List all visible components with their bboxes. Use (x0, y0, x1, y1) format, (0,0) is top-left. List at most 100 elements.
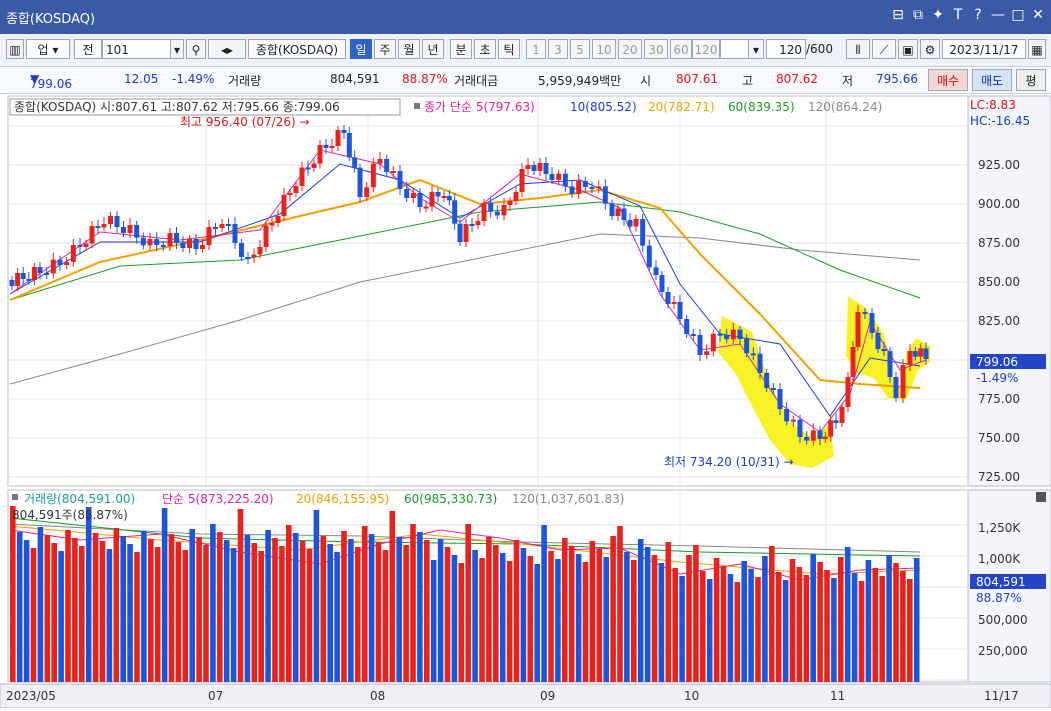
code-input[interactable]: 101 (102, 39, 184, 59)
volume-bar (769, 546, 775, 682)
candle-body (452, 200, 458, 224)
interval-3[interactable]: 3 (548, 39, 568, 59)
candle-body (232, 224, 238, 243)
volume-sub-label: 804,591주(88.87%) (12, 508, 128, 522)
period-day[interactable]: 일 (350, 39, 372, 59)
candle-body (710, 333, 716, 352)
save-icon[interactable]: ▣ (898, 39, 918, 59)
volume-bar (865, 560, 872, 682)
settings-icon[interactable]: ✦ (932, 7, 944, 23)
candle-body (180, 243, 186, 248)
price-tick: 750.00 (978, 431, 1020, 445)
candle-body (671, 302, 677, 304)
volume-bar (472, 550, 478, 682)
volume-bar (520, 548, 527, 682)
candle-body (245, 257, 251, 259)
candle-body (346, 133, 352, 158)
candle-body (160, 245, 166, 247)
candle-body (167, 233, 173, 246)
code-dropdown-icon[interactable]: ▾ (170, 39, 184, 59)
interval-20[interactable]: 20 (618, 39, 642, 59)
candle-body (26, 279, 32, 281)
close-icon[interactable]: ✕ (1032, 7, 1044, 23)
volume-bar (562, 538, 568, 682)
candle-body (900, 365, 906, 398)
volume-bar (382, 550, 389, 682)
volume-legend-title: 거래량(804,591.00) (24, 492, 135, 506)
maximize-icon[interactable]: □ (1011, 7, 1025, 23)
interval-120[interactable]: 120 (692, 39, 720, 59)
layout-icon[interactable]: ▥ (6, 39, 24, 59)
count-input[interactable]: 120 (766, 39, 806, 59)
volume-bar (217, 532, 223, 682)
type-select[interactable]: 전 (74, 39, 102, 59)
market-select[interactable]: 업 ▾ (26, 39, 70, 59)
candle-body (845, 377, 851, 407)
high-label: 고 (742, 74, 754, 88)
candle-body (784, 409, 790, 422)
period-year[interactable]: 년 (422, 39, 444, 59)
volume-bar (810, 554, 816, 682)
help-icon[interactable]: ? (974, 7, 982, 23)
x-tick: 11 (830, 689, 845, 703)
price-tick: 900.00 (978, 197, 1020, 211)
volume-bar (851, 573, 858, 682)
interval-60[interactable]: 60 (670, 39, 692, 59)
period-week[interactable]: 주 (374, 39, 396, 59)
minimize-icon[interactable]: — (991, 7, 1005, 23)
date-input[interactable]: 2023/11/17 (942, 39, 1026, 59)
avg-button[interactable]: 평 (1016, 69, 1046, 91)
collapse-icon[interactable] (1036, 492, 1046, 502)
candle-type-icon[interactable]: ⫴ (846, 39, 870, 59)
period-month[interactable]: 월 (398, 39, 420, 59)
interval-30[interactable]: 30 (644, 39, 668, 59)
candle-body (494, 211, 500, 216)
pin-icon[interactable]: ⊟ (892, 7, 904, 23)
interval-10[interactable]: 10 (592, 39, 616, 59)
volume-bar (251, 543, 258, 682)
volume-bars (10, 506, 920, 682)
volume-bar (106, 549, 113, 682)
title-bar: 종합(KOSDAQ) ⊟ ⧉ ✦ T ? — □ ✕ (0, 0, 1051, 34)
volume-bar (796, 567, 803, 682)
buy-button[interactable]: 매수 (928, 69, 968, 91)
search-icon[interactable]: ⚲ (186, 39, 206, 59)
interval-5[interactable]: 5 (570, 39, 590, 59)
chart-area[interactable]: 종합(KOSDAQ) 시:807.61 고:807.62 저:795.66 종:… (0, 94, 1051, 709)
chart-svg[interactable]: 종합(KOSDAQ) 시:807.61 고:807.62 저:795.66 종:… (0, 94, 1051, 709)
candle-body (206, 227, 212, 245)
interval-custom[interactable] (720, 39, 750, 59)
volume-bar (838, 557, 844, 682)
calendar-icon[interactable]: ▦ (1028, 39, 1046, 59)
volume-bar (334, 552, 340, 682)
candle-body (287, 193, 293, 195)
period-minute[interactable]: 분 (450, 39, 472, 59)
last-volume-pct: 88.87% (976, 591, 1022, 605)
volume-bar (824, 570, 830, 682)
interval-1[interactable]: 1 (526, 39, 546, 59)
volume-bar (265, 530, 271, 682)
period-tick[interactable]: 틱 (498, 39, 520, 59)
gear-icon[interactable]: ⚙ (920, 39, 940, 59)
volume-bar (596, 549, 603, 682)
candle-body (770, 388, 776, 390)
candle-body (640, 219, 646, 246)
candle-body (147, 239, 153, 246)
candle-body (744, 339, 750, 354)
price-axis-labels: 925.00 900.00 875.00 850.00 825.00 775.0… (978, 158, 1020, 484)
cascade-icon[interactable]: ⧉ (913, 7, 923, 23)
volume-bar (437, 539, 444, 682)
candle-body (174, 233, 179, 243)
candle-body (15, 273, 21, 286)
volume-bar (237, 509, 244, 682)
chevron-down-icon[interactable]: ▾ (748, 39, 764, 59)
candle-body (193, 239, 199, 249)
volume-bar (624, 552, 630, 682)
text-icon[interactable]: T (953, 7, 963, 23)
ma5-legend: 5(797.63) (476, 100, 535, 114)
sell-button[interactable]: 매도 (972, 69, 1012, 91)
period-second[interactable]: 초 (474, 39, 496, 59)
line-tool-icon[interactable]: ⟋ (872, 39, 896, 59)
candle-body (589, 187, 595, 189)
nav-arrows-icon[interactable]: ◂▸ (208, 39, 246, 59)
